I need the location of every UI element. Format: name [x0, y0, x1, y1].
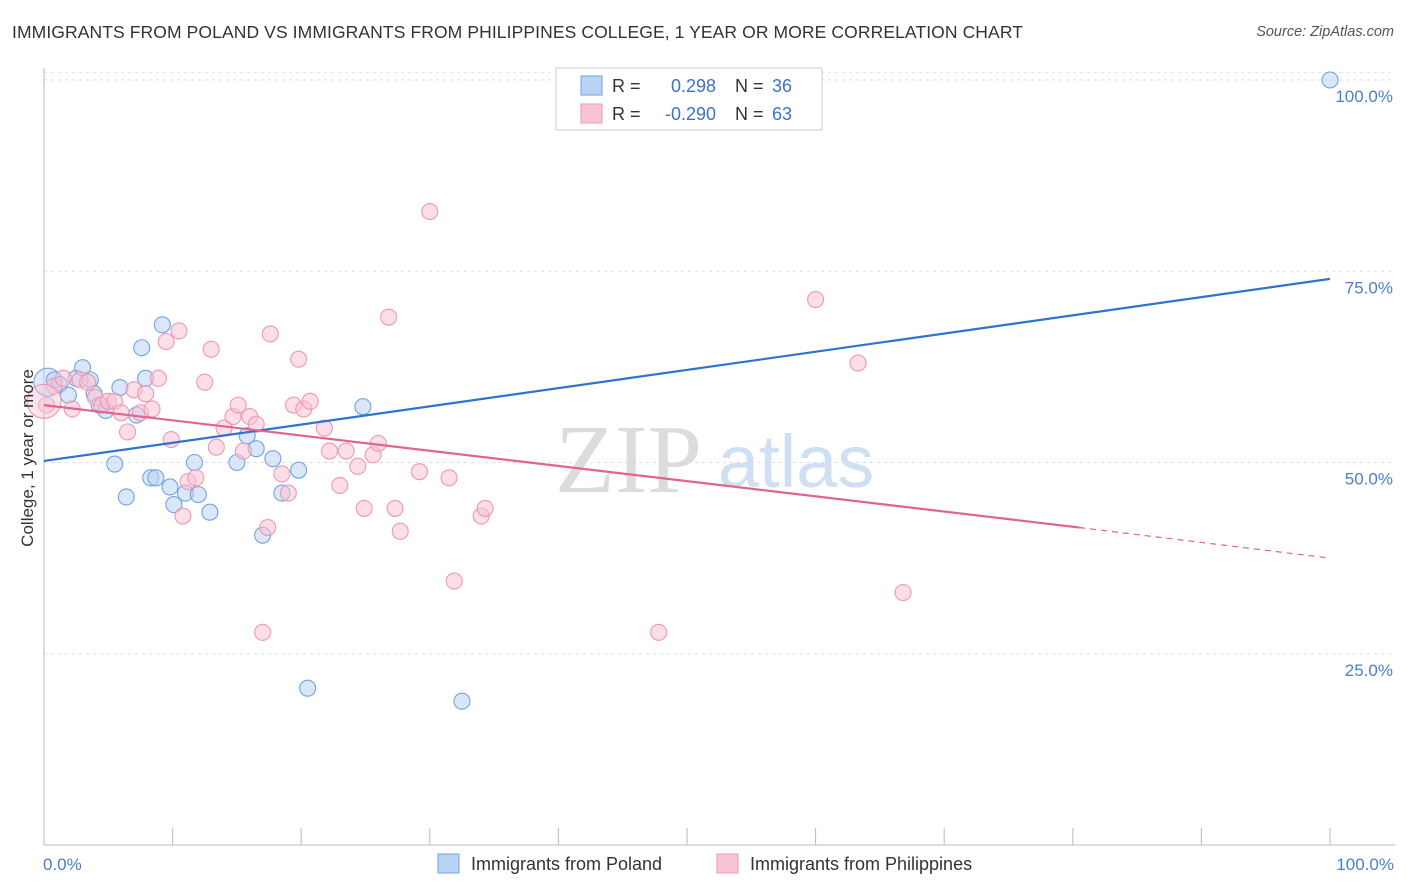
legend-r-value-philippines: -0.290 — [665, 104, 716, 124]
legend-bottom: Immigrants from Poland Immigrants from P… — [437, 853, 972, 874]
philippines-point-34 — [261, 325, 279, 343]
philippines-point-31 — [247, 415, 265, 433]
poland-point-18 — [153, 316, 171, 334]
legend-n-value-poland: 36 — [772, 76, 792, 96]
y-axis-title: College, 1 year or more — [18, 369, 37, 547]
philippines-point-57 — [476, 499, 494, 517]
y-tick-label-1: 75.0% — [1345, 278, 1393, 297]
legend-n-value-philippines: 63 — [772, 104, 792, 124]
philippines-point-11 — [119, 423, 137, 441]
poland-point-33 — [354, 398, 372, 416]
philippines-point-38 — [290, 350, 308, 368]
y-tick-label-3: 25.0% — [1345, 661, 1393, 680]
philippines-point-2 — [54, 369, 72, 387]
philippines-point-24 — [202, 340, 220, 358]
legend-r-value-poland: 0.298 — [671, 76, 716, 96]
poland-point-34 — [453, 692, 471, 710]
philippines-point-15 — [143, 400, 161, 418]
philippines-point-42 — [320, 442, 339, 460]
philippines-trend-line — [43, 404, 1080, 529]
poland-point-19 — [161, 478, 179, 496]
grid — [44, 71, 1395, 655]
legend-r-label-poland: R = — [612, 76, 641, 96]
x-tick-label-max: 100.0% — [1336, 855, 1394, 874]
series-poland-points — [33, 71, 1339, 710]
philippines-point-53 — [421, 203, 439, 221]
philippines-point-55 — [445, 572, 463, 590]
poland-point-22 — [185, 453, 204, 472]
poland-point-32 — [299, 679, 317, 697]
legend-bottom-label-philippines: Immigrants from Philippines — [750, 854, 972, 874]
philippines-point-29 — [234, 442, 252, 460]
legend-bottom-label-poland: Immigrants from Poland — [471, 854, 662, 874]
philippines-point-41 — [315, 419, 333, 437]
poland-point-12 — [117, 488, 135, 506]
philippines-point-43 — [331, 476, 349, 495]
philippines-point-51 — [391, 522, 409, 540]
philippines-point-36 — [279, 484, 297, 502]
philippines-point-20 — [174, 507, 192, 525]
philippines-point-59 — [807, 291, 825, 309]
philippines-point-23 — [196, 373, 214, 391]
philippines-point-52 — [410, 463, 429, 481]
x-tick-label-min: 0.0% — [43, 855, 82, 874]
philippines-trend-line-extension — [1079, 526, 1331, 559]
watermark-zip: ZIP — [555, 406, 702, 514]
legend-top: R = 0.298 N = 36 R = -0.290 N = 63 — [555, 67, 823, 131]
philippines-point-5 — [79, 373, 97, 391]
philippines-point-40 — [301, 392, 319, 410]
philippines-point-25 — [207, 438, 225, 456]
poland-point-10 — [106, 455, 124, 473]
poland-point-23 — [189, 486, 207, 504]
philippines-point-46 — [355, 499, 373, 517]
y-tick-labels: 100.0% 75.0% 50.0% 25.0% — [1335, 87, 1393, 680]
philippines-point-32 — [254, 623, 272, 641]
legend-r-label-philippines: R = — [612, 104, 641, 124]
philippines-point-58 — [650, 623, 668, 641]
poland-point-29 — [264, 450, 282, 468]
poland-point-24 — [201, 503, 219, 521]
philippines-point-45 — [349, 457, 367, 475]
poland-point-31 — [290, 461, 308, 479]
poland-point-17 — [147, 469, 165, 487]
philippines-point-19 — [170, 322, 188, 340]
philippines-point-35 — [273, 465, 291, 483]
philippines-point-14 — [137, 385, 155, 403]
poland-point-35 — [1321, 71, 1339, 89]
legend-swatch-poland — [580, 75, 603, 96]
philippines-point-61 — [894, 583, 912, 602]
legend-bottom-swatch-philippines — [716, 853, 739, 874]
philippines-point-49 — [380, 308, 398, 326]
trend-lines — [43, 277, 1331, 559]
legend-n-label-philippines: N = — [735, 104, 764, 124]
philippines-point-54 — [440, 469, 458, 487]
chart-title: IMMIGRANTS FROM POLAND VS IMMIGRANTS FRO… — [12, 22, 1024, 42]
series-philippines-points — [26, 203, 912, 641]
philippines-point-22 — [187, 469, 205, 487]
poland-point-14 — [133, 339, 151, 357]
x-ticks — [172, 828, 1331, 845]
y-tick-label-2: 50.0% — [1345, 470, 1393, 489]
source-label: Source: ZipAtlas.com — [1256, 24, 1394, 40]
legend-n-label-poland: N = — [735, 76, 764, 96]
philippines-point-60 — [849, 354, 867, 372]
philippines-point-28 — [229, 396, 247, 414]
watermark-atlas: atlas — [718, 420, 874, 503]
philippines-point-50 — [386, 499, 404, 517]
philippines-point-44 — [337, 442, 355, 460]
philippines-point-16 — [149, 369, 168, 387]
legend-bottom-swatch-poland — [437, 853, 460, 874]
poland-point-20 — [165, 496, 183, 514]
y-tick-label-0: 100.0% — [1335, 87, 1393, 106]
philippines-point-62 — [26, 383, 62, 419]
philippines-point-33 — [259, 518, 277, 537]
philippines-point-17 — [157, 333, 175, 351]
watermark: ZIP atlas — [555, 406, 874, 514]
philippines-point-18 — [162, 430, 180, 449]
legend-swatch-philippines — [580, 103, 603, 124]
